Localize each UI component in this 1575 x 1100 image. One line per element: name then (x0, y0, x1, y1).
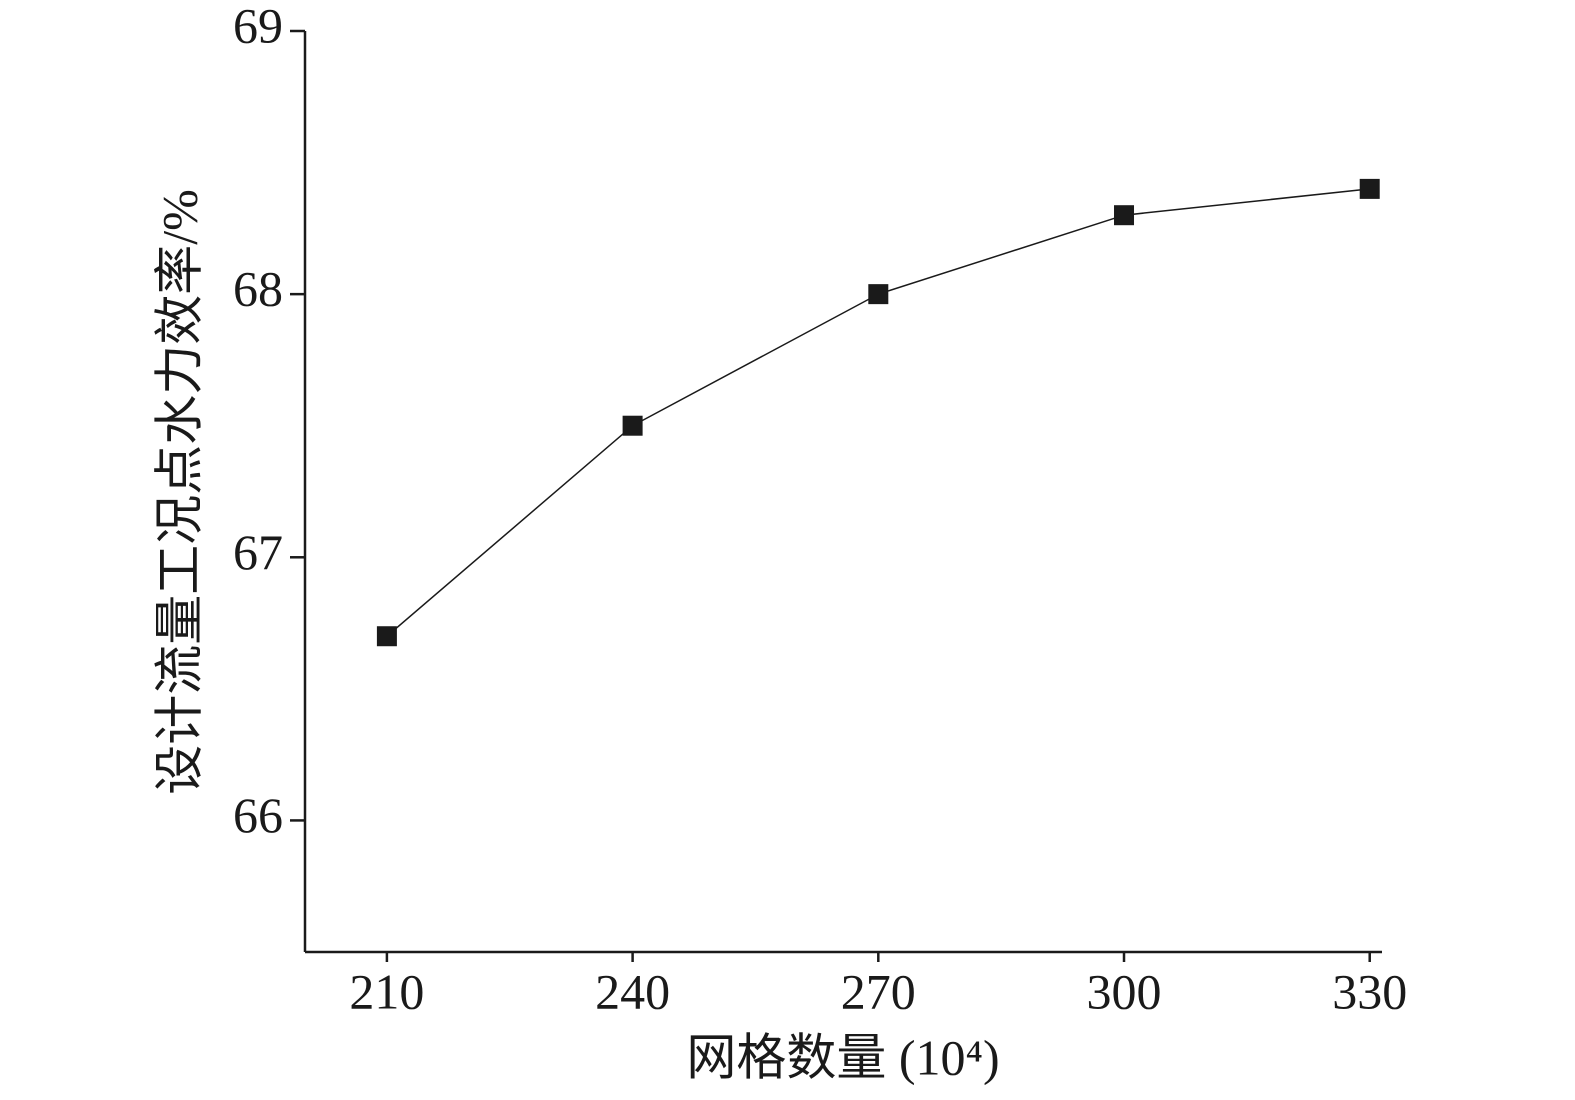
y-tick-label: 68 (233, 261, 283, 317)
x-tick-label: 210 (349, 963, 424, 1019)
line (386, 188, 1370, 637)
x-tick-label: 270 (841, 963, 916, 1019)
y-tick-label: 67 (233, 524, 283, 580)
marker (622, 415, 643, 436)
marker (1114, 205, 1135, 226)
y-tick-label: 69 (233, 0, 283, 53)
x-tick-label: 240 (595, 963, 670, 1019)
y-tick-label: 66 (233, 787, 283, 843)
marker (868, 284, 889, 305)
y-axis-label: 设计流量工况点水力效率/% (151, 189, 207, 795)
marker (376, 626, 397, 647)
x-tick-label: 300 (1087, 963, 1162, 1019)
marker (1359, 178, 1380, 199)
x-tick-label: 330 (1332, 963, 1407, 1019)
x-axis-label: 网格数量 (10⁴) (686, 1029, 999, 1085)
